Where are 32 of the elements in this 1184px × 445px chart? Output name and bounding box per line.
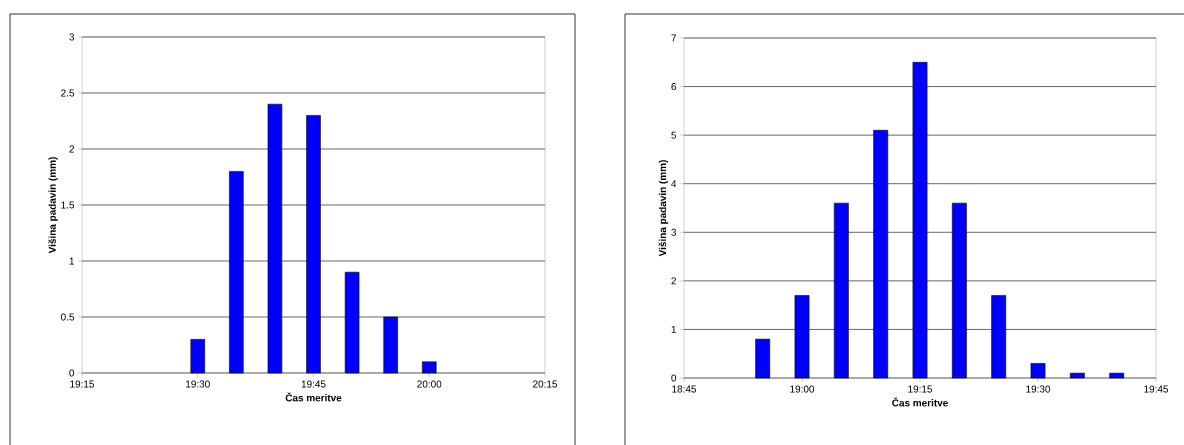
x-tick-label: 19:30	[1026, 385, 1051, 393]
x-tick-label: 18:45	[672, 385, 697, 393]
y-tick-label: 3	[671, 228, 677, 236]
x-tick-label: 19:30	[186, 380, 210, 388]
x-axis-title: Čas meritve	[892, 397, 948, 407]
x-tick-label: 19:00	[790, 385, 815, 393]
x-axis-title: Čas meritve	[285, 392, 342, 402]
y-tick-label: 1	[69, 257, 74, 265]
x-tick-label: 20:00	[417, 380, 442, 388]
x-tick-label: 19:45	[301, 380, 326, 388]
y-tick-label: 4	[671, 180, 677, 188]
y-tick-label: 0.5	[61, 313, 75, 321]
y-tick-label: 3	[69, 33, 75, 41]
y-tick-label: 2	[671, 277, 676, 285]
y-tick-label: 2.5	[61, 89, 75, 97]
y-axis-title: Višina padavin (mm)	[658, 160, 669, 257]
y-tick-label: 2	[69, 145, 74, 153]
bar	[1069, 372, 1085, 379]
y-axis-title: Višina padavin (mm)	[48, 157, 58, 254]
y-tick-label: 5	[671, 131, 677, 139]
y-tick-label: 1	[671, 326, 677, 333]
y-tick-label: 1.5	[61, 201, 75, 209]
y-tick-label: 0	[671, 374, 677, 382]
bar	[1109, 372, 1125, 379]
x-tick-label: 20:15	[533, 380, 558, 388]
x-tick-label: 19:45	[1144, 385, 1169, 393]
bar	[755, 338, 771, 379]
x-tick-label: 19:15	[70, 380, 95, 388]
y-tick-label: 0	[69, 369, 75, 377]
y-tick-label: 7	[671, 34, 676, 42]
y-tick-label: 6	[671, 83, 677, 91]
x-tick-label: 19:15	[908, 385, 933, 393]
